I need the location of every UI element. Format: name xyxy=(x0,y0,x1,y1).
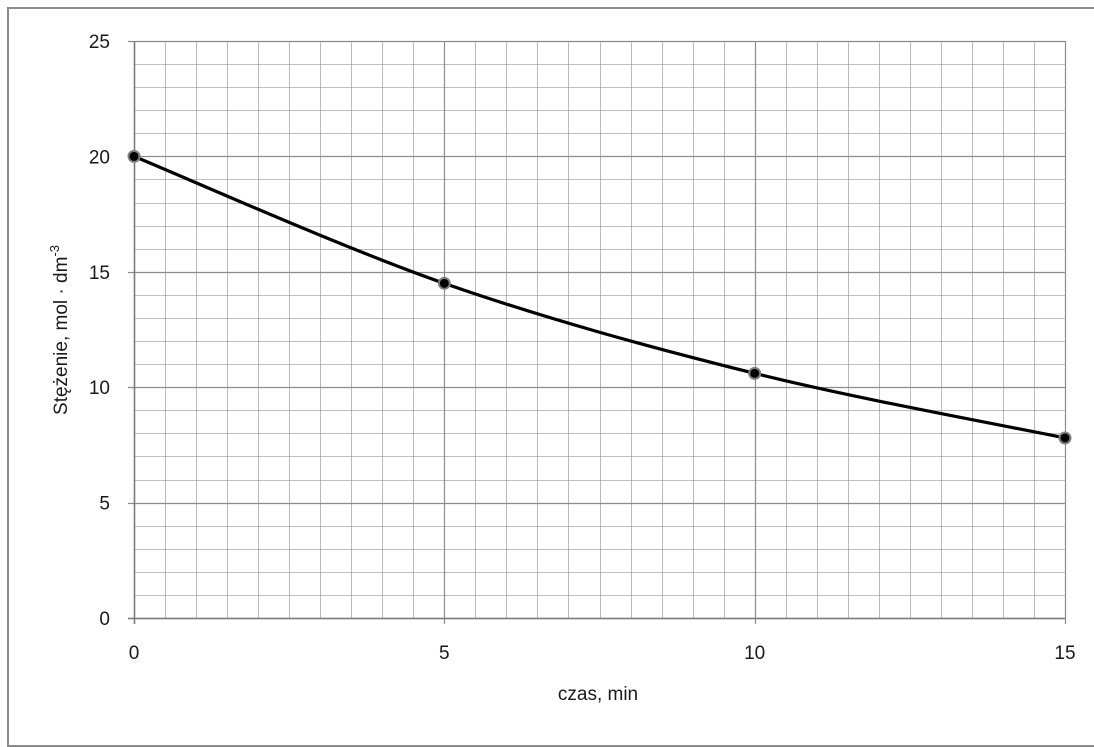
y-axis-title: Stężenie, mol · dm-3 xyxy=(47,245,72,415)
series-line xyxy=(132,154,1067,440)
data-point xyxy=(437,276,451,290)
y-tick-label: 10 xyxy=(89,378,110,399)
data-point xyxy=(1058,431,1072,445)
y-tick-label: 20 xyxy=(89,147,110,168)
y-axis-title-superscript: -3 xyxy=(47,245,62,257)
y-tick-label: 25 xyxy=(89,32,110,53)
x-tick-label: 0 xyxy=(129,643,140,664)
y-tick-label: 15 xyxy=(89,263,110,284)
axes xyxy=(128,41,1065,624)
series-group xyxy=(127,149,1072,445)
x-tick-label: 15 xyxy=(1054,643,1075,664)
minor-grid xyxy=(134,41,1066,619)
y-tick-label: 0 xyxy=(99,609,110,630)
x-tick-label: 10 xyxy=(744,643,765,664)
y-tick-labels: 0 5 10 15 20 25 xyxy=(89,32,110,630)
x-tick-labels: 0 5 10 15 xyxy=(129,643,1076,664)
y-axis-title-main: Stężenie, mol · dm xyxy=(51,257,72,415)
x-tick-label: 5 xyxy=(439,643,450,664)
data-point xyxy=(748,366,762,380)
data-point xyxy=(127,149,141,163)
y-tick-label: 5 xyxy=(99,494,110,515)
major-grid xyxy=(128,40,1067,624)
x-axis-title: czas, min xyxy=(558,684,638,705)
